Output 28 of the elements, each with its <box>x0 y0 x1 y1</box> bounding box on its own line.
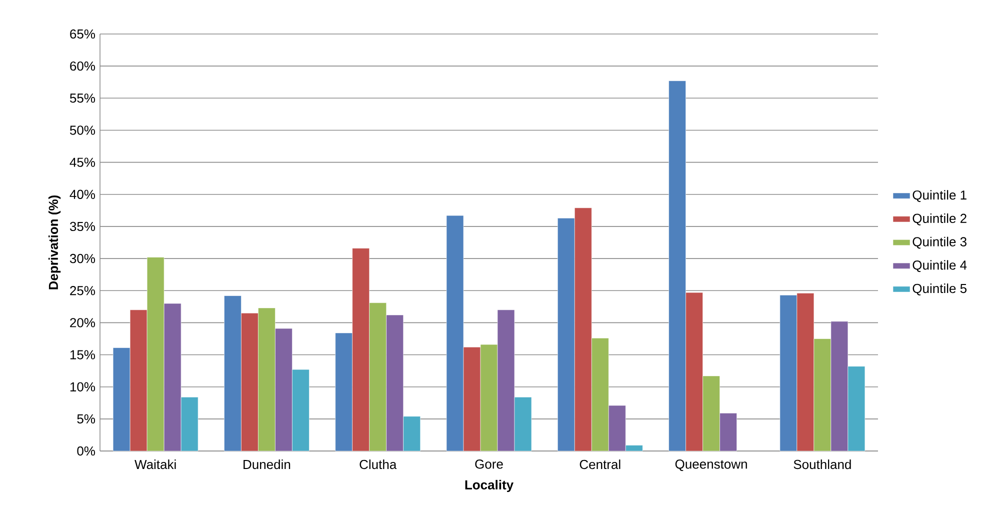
x-tick-label: Waitaki <box>134 460 176 470</box>
y-tick-label: 0% <box>77 446 95 456</box>
x-tick-label: Dunedin <box>244 460 290 470</box>
x-tick-label: Gore <box>475 460 503 469</box>
x-axis-title: Locality <box>465 480 514 492</box>
y-tick-label: 10% <box>70 382 95 392</box>
legend-label: Quintile 1 <box>912 190 966 202</box>
y-tick-label: 35% <box>70 222 95 232</box>
y-tick-label: 40% <box>70 190 95 199</box>
x-tick-label: Clutha <box>360 460 397 470</box>
y-tick-label: 50% <box>70 126 95 135</box>
y-tick-label: 30% <box>70 254 95 264</box>
y-tick-label: 65% <box>70 29 95 39</box>
y-tick-label: 55% <box>70 94 95 103</box>
x-tick-label: Central <box>580 460 620 470</box>
y-tick-label: 45% <box>70 158 95 167</box>
y-axis-title: Deprivation (%) <box>48 195 61 290</box>
y-tick-label: 60% <box>70 61 95 71</box>
legend-label: Quintile 3 <box>912 236 966 249</box>
y-tick-label: 20% <box>70 318 95 328</box>
y-tick-label: 5% <box>77 414 95 424</box>
x-tick-label: Queenstown <box>675 460 747 472</box>
y-tick-label: 15% <box>70 350 95 360</box>
x-tick-label: Southland <box>794 460 851 470</box>
y-tick-label: 25% <box>70 286 95 296</box>
legend-label: Quintile 4 <box>912 260 967 272</box>
legend-label: Quintile 2 <box>912 213 966 226</box>
legend-label: Quintile 5 <box>912 284 967 296</box>
